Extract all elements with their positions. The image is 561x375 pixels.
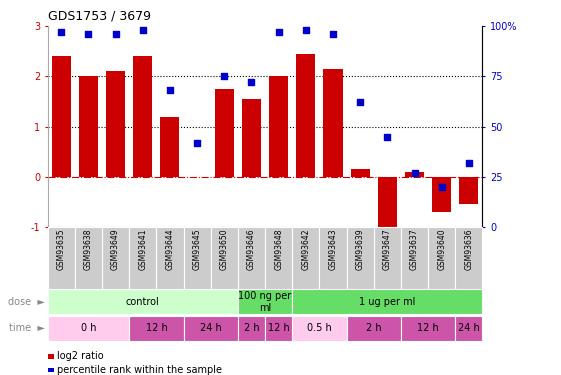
Text: GSM93637: GSM93637 [410, 229, 419, 270]
Text: GSM93643: GSM93643 [329, 229, 338, 270]
Point [410, 170, 419, 176]
Text: 0.5 h: 0.5 h [307, 323, 332, 333]
Text: GSM93640: GSM93640 [437, 229, 446, 270]
Bar [292, 315, 347, 341]
Text: dose  ►: dose ► [8, 297, 45, 307]
Bar [48, 227, 75, 289]
Text: 100 ng per
ml: 100 ng per ml [238, 291, 292, 313]
Point [111, 31, 120, 37]
Bar [75, 227, 102, 289]
Text: GSM93648: GSM93648 [274, 229, 283, 270]
Bar [456, 315, 482, 341]
Point [220, 74, 229, 80]
Text: GSM93636: GSM93636 [465, 229, 473, 270]
Text: log2 ratio: log2 ratio [57, 351, 104, 361]
Point [192, 140, 201, 146]
Text: GSM93642: GSM93642 [301, 229, 310, 270]
Bar [459, 177, 479, 204]
Point [139, 27, 148, 33]
Bar [292, 289, 482, 315]
Bar [347, 227, 374, 289]
Text: GSM93650: GSM93650 [220, 229, 229, 270]
Point [165, 87, 174, 93]
Bar [374, 227, 401, 289]
Text: GSM93649: GSM93649 [111, 229, 120, 270]
Text: control: control [126, 297, 160, 307]
Text: 12 h: 12 h [417, 323, 439, 333]
Text: GSM93639: GSM93639 [356, 229, 365, 270]
Bar [401, 315, 456, 341]
Bar [269, 76, 288, 177]
Bar [432, 177, 451, 212]
Bar [215, 89, 234, 177]
Text: 0 h: 0 h [81, 323, 96, 333]
Text: time  ►: time ► [9, 323, 45, 333]
Bar [242, 99, 261, 177]
Bar [79, 76, 98, 177]
Text: GSM93645: GSM93645 [192, 229, 201, 270]
Bar [296, 54, 315, 177]
Text: GSM93644: GSM93644 [165, 229, 174, 270]
Bar [347, 315, 401, 341]
Bar [265, 315, 292, 341]
Bar [211, 227, 238, 289]
Point [437, 184, 446, 190]
Point [383, 134, 392, 140]
Text: 12 h: 12 h [145, 323, 167, 333]
Bar [183, 227, 211, 289]
Bar [238, 227, 265, 289]
Bar [183, 315, 238, 341]
Text: GSM93647: GSM93647 [383, 229, 392, 270]
Point [356, 99, 365, 105]
Text: 24 h: 24 h [458, 323, 480, 333]
Bar [292, 227, 319, 289]
Bar [428, 227, 456, 289]
Text: percentile rank within the sample: percentile rank within the sample [57, 365, 222, 375]
Bar [134, 56, 152, 177]
Bar [405, 172, 424, 177]
Text: 1 ug per ml: 1 ug per ml [359, 297, 416, 307]
Bar [106, 71, 125, 177]
Bar [319, 227, 347, 289]
Bar [238, 289, 292, 315]
Text: 24 h: 24 h [200, 323, 222, 333]
Bar [129, 227, 157, 289]
Text: 2 h: 2 h [243, 323, 259, 333]
Bar [378, 177, 397, 232]
Text: GSM93641: GSM93641 [139, 229, 148, 270]
Text: 12 h: 12 h [268, 323, 289, 333]
Point [247, 80, 256, 86]
Text: GSM93638: GSM93638 [84, 229, 93, 270]
Bar [48, 289, 238, 315]
Text: 2 h: 2 h [366, 323, 381, 333]
Text: GSM93646: GSM93646 [247, 229, 256, 270]
Point [465, 160, 473, 166]
Bar [129, 315, 183, 341]
Bar [324, 69, 343, 177]
Text: GSM93635: GSM93635 [57, 229, 66, 270]
Bar [351, 169, 370, 177]
Bar [52, 56, 71, 177]
Point [274, 29, 283, 35]
Point [84, 31, 93, 37]
Bar [238, 315, 265, 341]
Point [57, 29, 66, 35]
Point [301, 27, 310, 33]
Bar [265, 227, 292, 289]
Text: GDS1753 / 3679: GDS1753 / 3679 [48, 9, 151, 22]
Bar [401, 227, 428, 289]
Bar [48, 315, 129, 341]
Bar [157, 227, 183, 289]
Bar [456, 227, 482, 289]
Point [329, 31, 338, 37]
Bar [160, 117, 180, 177]
Bar [102, 227, 129, 289]
